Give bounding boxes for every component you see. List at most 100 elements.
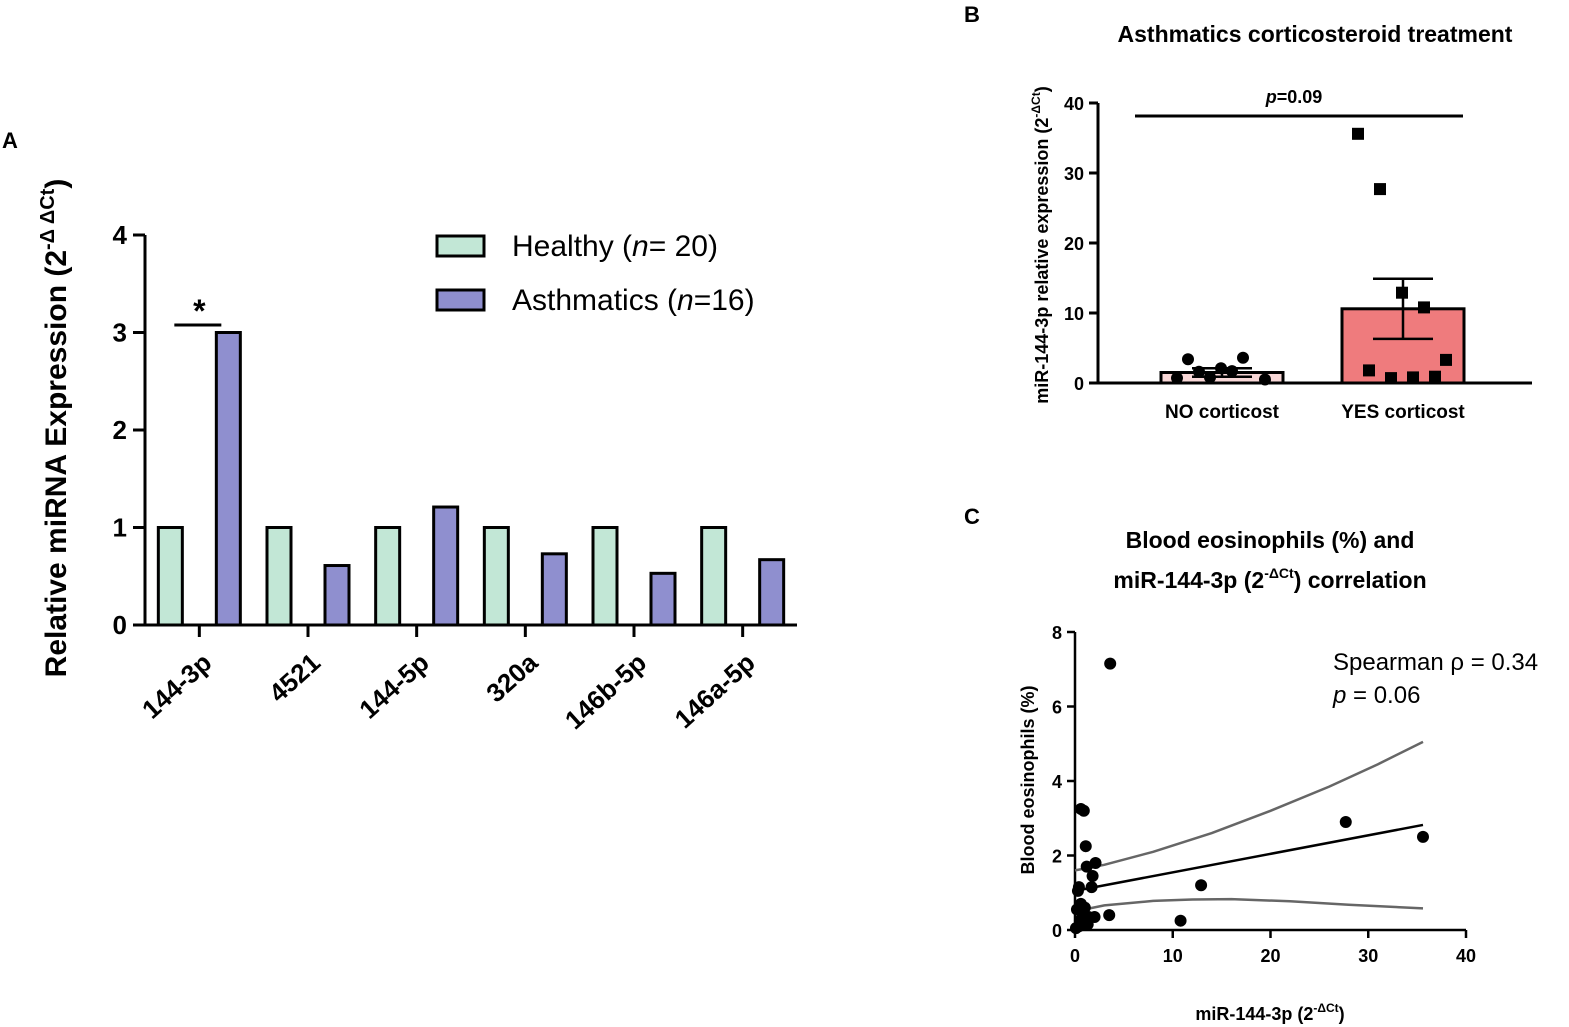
panel-c-fit-line [1074, 823, 1424, 893]
panel-a-legend: Healthy (n= 20) Asthmatics (n=16) [435, 230, 755, 317]
panel-c-ci-upper [1074, 740, 1424, 872]
panel-a-bar-healthy-320a [482, 526, 510, 627]
panel-b-bars [1159, 127, 1466, 386]
panel-c-annotation-spearman: Spearman ρ = 0.34 [1333, 649, 1538, 676]
panel-a-bar-healthy-144-3p [156, 526, 184, 627]
panel-c-chart: Blood eosinophils (%) and miR-144-3p (2-… [1018, 527, 1538, 1024]
panel-c-point [1104, 657, 1117, 670]
panel-c-x-tick-label: 10 [1163, 946, 1183, 966]
panel-c-regression [1074, 740, 1424, 913]
panel-b-point-no [1193, 365, 1205, 378]
panel-a-y-tick-label: 1 [113, 513, 127, 543]
panel-c-y-tick-label: 6 [1052, 698, 1062, 718]
panel-b-point-yes [1363, 364, 1375, 377]
panel-label-b: B [964, 2, 980, 27]
panel-b-point-yes [1374, 183, 1386, 196]
panel-a-x-tick-label: 146b-5p [559, 647, 652, 735]
panel-b-title: Asthmatics corticosteroid treatment [1118, 21, 1513, 47]
panel-b-x-tick-label: YES corticost [1341, 402, 1465, 423]
panel-c-x-axis-label: miR-144-3p (2-ΔCt) [1195, 1001, 1344, 1024]
panel-b-chart: Asthmatics corticosteroid treatment miR-… [1029, 21, 1532, 423]
panel-a-bar-asthmatics-320a [540, 552, 568, 627]
panel-c-point [1339, 815, 1352, 828]
panel-a-bar-asthmatics-146a-5p [758, 558, 786, 627]
panel-c-point [1195, 879, 1208, 892]
panel-c-title-line2: miR-144-3p (2-ΔCt) correlation [1113, 565, 1426, 593]
panel-b-y-tick-label: 30 [1064, 164, 1084, 184]
panel-a-bars: * [156, 293, 786, 627]
panel-a-bar-healthy-144-5p [374, 526, 402, 627]
panel-c-point [1077, 912, 1090, 925]
panel-b-point-yes [1396, 286, 1408, 299]
panel-a-bar-healthy-4521 [265, 526, 293, 627]
legend-label-asthmatics: Asthmatics (n=16) [512, 284, 755, 317]
panel-a-y-tick-label: 4 [113, 220, 128, 250]
panel-c-annotation-p: p = 0.06 [1332, 682, 1420, 709]
panel-b-point-no [1215, 362, 1227, 375]
panel-b-y-tick-label: 0 [1074, 374, 1084, 394]
panel-a-bar-healthy-146b-5p [591, 526, 619, 627]
panel-c-y-tick-label: 8 [1052, 623, 1062, 643]
panel-c-y-tick-label: 0 [1052, 921, 1062, 941]
panel-b-axes: 0 10 20 30 40 NO corticost YES corticost [1064, 94, 1532, 423]
panel-a-y-tick-label: 2 [113, 415, 127, 445]
panel-c-y-axis-label: Blood eosinophils (%) [1018, 686, 1038, 875]
panel-a-y-tick-label: 0 [113, 610, 127, 640]
legend-swatch-asthmatics [435, 288, 486, 312]
panel-a-bar-asthmatics-144-3p [214, 331, 242, 627]
panel-a-bar-healthy-146a-5p [700, 526, 728, 627]
panel-c-y-tick-label: 4 [1052, 772, 1062, 792]
panel-c-y-tick-label: 2 [1052, 847, 1062, 867]
panel-c-title-line1: Blood eosinophils (%) and [1126, 527, 1415, 553]
panel-c-x-tick-label: 20 [1260, 946, 1280, 966]
panel-c-x-tick-label: 40 [1456, 946, 1476, 966]
panel-a-y-axis-label: Relative miRNA Expression (2-Δ ΔCt) [37, 179, 73, 678]
panel-a-x-tick-label: 4521 [263, 647, 326, 708]
panel-label-c: C [964, 504, 980, 529]
panel-b-y-tick-label: 40 [1064, 94, 1084, 114]
panel-a-bar-asthmatics-4521 [323, 564, 351, 627]
panel-a-x-tick-label: 146a-5p [669, 647, 761, 734]
panel-c-point [1085, 881, 1098, 894]
panel-b-point-no [1259, 373, 1271, 386]
panel-b-point-no [1182, 353, 1194, 366]
panel-b-point-yes [1440, 353, 1452, 366]
panel-c-point [1077, 804, 1090, 817]
panel-a-significance-star: * [193, 293, 206, 329]
panel-c-points [1069, 657, 1429, 935]
panel-a-bar-asthmatics-146b-5p [649, 571, 677, 627]
panel-c-x-tick-label: 0 [1070, 946, 1080, 966]
panel-b-p-value: p=0.09 [1265, 87, 1323, 107]
panel-b-point-yes [1429, 370, 1441, 383]
panel-a-x-tick-label: 144-3p [136, 647, 217, 724]
panel-b-point-no [1204, 371, 1216, 384]
panel-c-point [1089, 856, 1102, 869]
panel-a-x-tick-label: 144-5p [353, 647, 434, 724]
panel-b-point-yes [1385, 372, 1397, 385]
panel-a-bar-asthmatics-144-5p [432, 505, 460, 627]
panel-c-x-tick-label: 30 [1358, 946, 1378, 966]
panel-c-point [1103, 909, 1116, 922]
panel-c-point [1174, 914, 1187, 927]
panel-b-point-yes [1352, 127, 1364, 140]
panel-b-point-yes [1418, 301, 1430, 314]
panel-b-y-tick-label: 10 [1064, 304, 1084, 324]
panel-c-point [1071, 884, 1084, 897]
legend-swatch-healthy [435, 234, 486, 258]
panel-b-point-no [1226, 365, 1238, 378]
panel-a-y-tick-label: 3 [113, 318, 127, 348]
panel-b-y-axis-label: miR-144-3p relative expression (2-ΔCt) [1029, 86, 1052, 403]
panel-c-ci-lower [1074, 897, 1424, 913]
panel-c-point [1079, 840, 1092, 853]
panel-b-point-yes [1407, 371, 1419, 384]
panel-b-point-no [1171, 372, 1183, 385]
panel-c-axes: 0 2 4 6 8 0 10 20 30 40 [1052, 623, 1476, 966]
panel-label-a: A [2, 128, 18, 153]
legend-label-healthy: Healthy (n= 20) [512, 230, 718, 263]
panel-c-point [1086, 869, 1099, 882]
panel-b-x-tick-label: NO corticost [1165, 402, 1280, 423]
panel-b-y-tick-label: 20 [1064, 234, 1084, 254]
panel-c-point [1416, 830, 1429, 843]
